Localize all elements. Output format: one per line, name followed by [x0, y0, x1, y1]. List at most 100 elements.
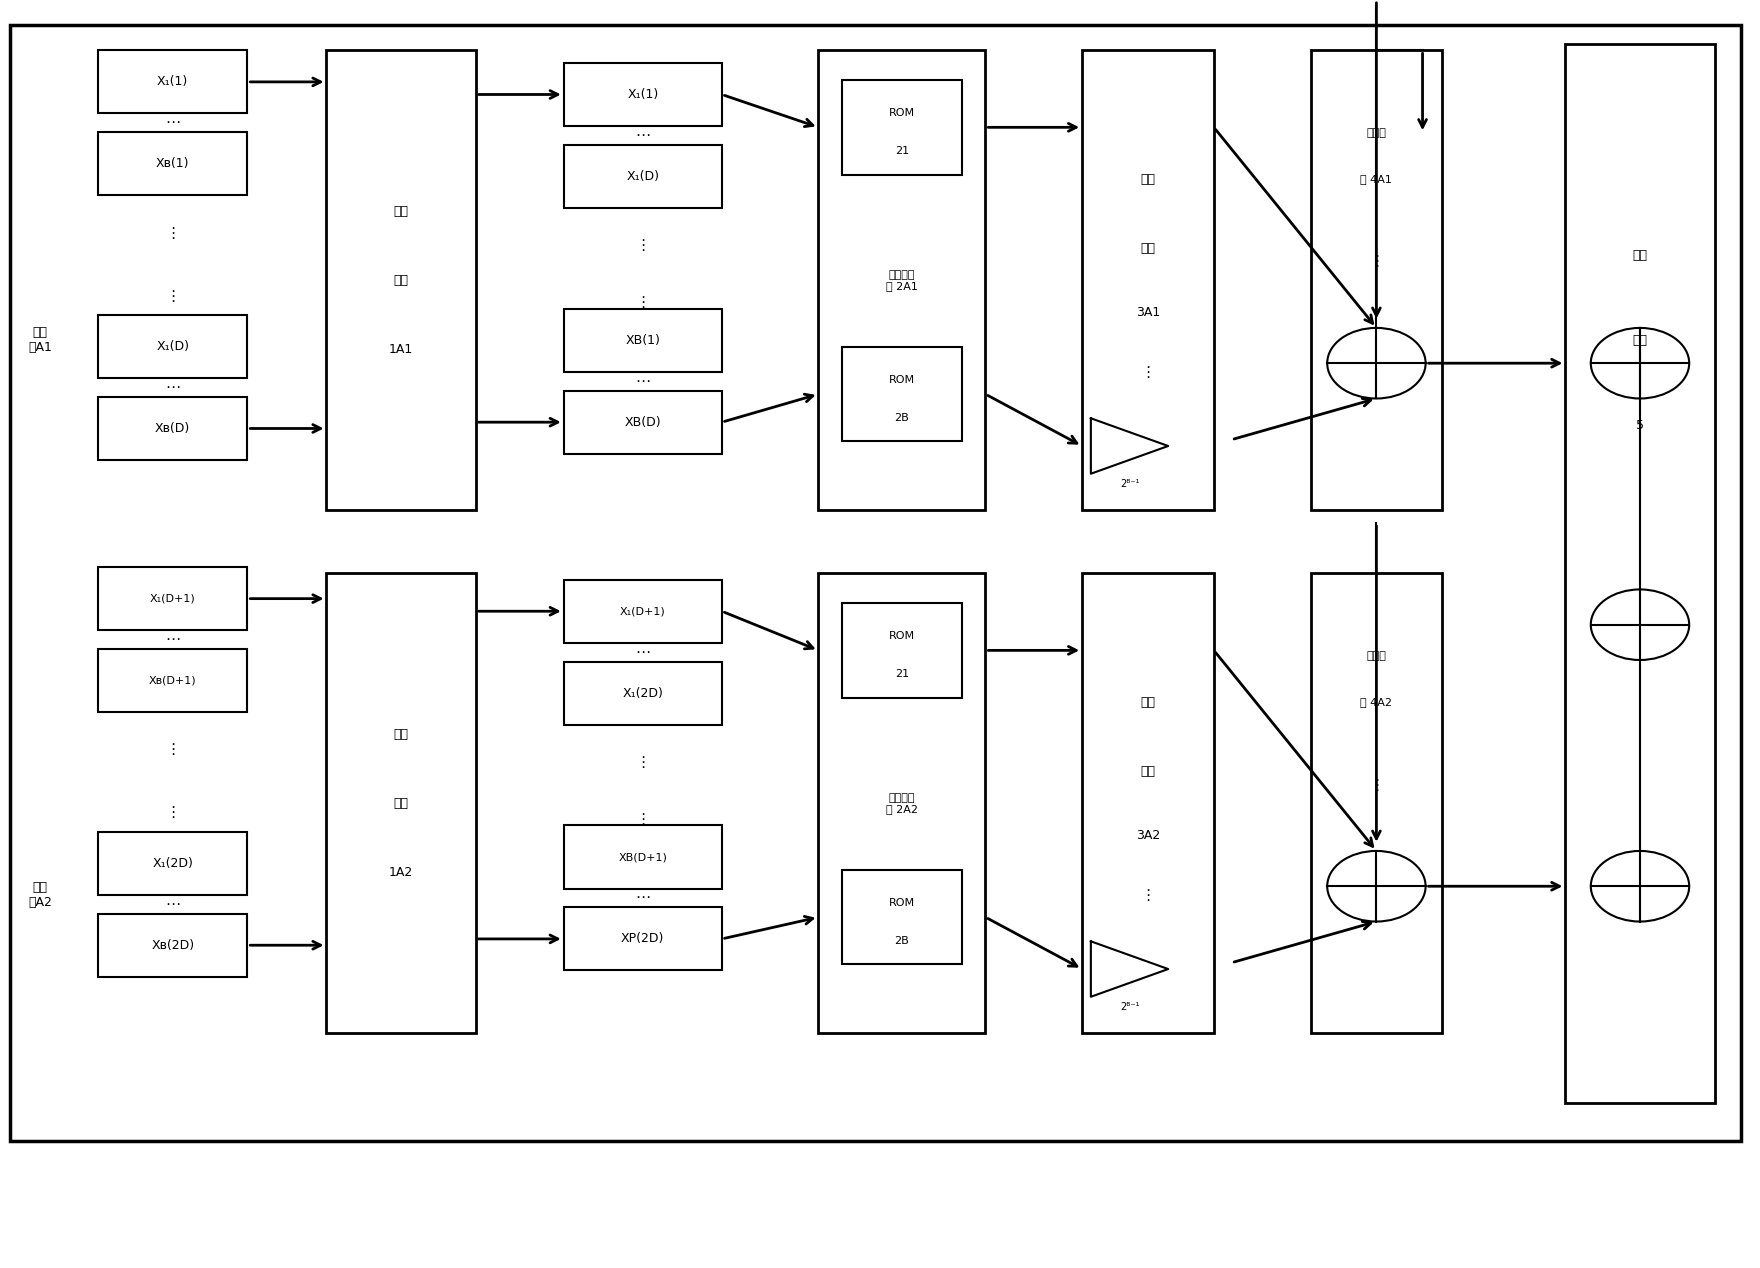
Text: X₁(D+1): X₁(D+1)	[150, 593, 195, 604]
Bar	[1311, 573, 1441, 1033]
Text: ⋮: ⋮	[1369, 255, 1383, 270]
Text: Xʙ(D): Xʙ(D)	[155, 422, 190, 435]
Text: 21: 21	[894, 146, 908, 156]
Bar	[563, 908, 722, 970]
Text: 模块: 模块	[1633, 333, 1647, 347]
Text: X₁(D): X₁(D)	[627, 170, 660, 183]
Text: 模块: 模块	[1140, 242, 1156, 255]
Text: 累加模: 累加模	[1366, 652, 1387, 661]
Bar	[563, 662, 722, 725]
Text: X₁(2D): X₁(2D)	[153, 857, 194, 870]
Bar	[1082, 573, 1214, 1033]
Bar	[99, 914, 248, 976]
Text: ⋯: ⋯	[165, 115, 180, 131]
Text: 21: 21	[894, 670, 908, 678]
Text: 3A2: 3A2	[1135, 829, 1160, 842]
Text: 转置: 转置	[394, 205, 408, 218]
Text: ⋮: ⋮	[635, 754, 651, 770]
Text: ⋯: ⋯	[165, 380, 180, 396]
Text: X₁(D+1): X₁(D+1)	[620, 606, 665, 616]
Bar	[563, 145, 722, 208]
Text: 2ᴮ⁻¹: 2ᴮ⁻¹	[1119, 479, 1139, 488]
Text: 2B: 2B	[894, 413, 910, 422]
Bar	[563, 308, 722, 372]
Text: ⋯: ⋯	[635, 374, 651, 389]
Bar	[326, 51, 475, 511]
Text: ⋯: ⋯	[635, 644, 651, 659]
Text: 转置: 转置	[394, 728, 408, 741]
Text: XB(D+1): XB(D+1)	[618, 852, 667, 862]
Text: 1A1: 1A1	[389, 342, 414, 356]
Text: Xʙ(1): Xʙ(1)	[157, 157, 190, 170]
Text: ⋮: ⋮	[165, 742, 180, 757]
Text: XB(1): XB(1)	[625, 333, 660, 346]
Bar	[99, 51, 248, 113]
Text: ⋮: ⋮	[165, 289, 180, 303]
Text: ⋯: ⋯	[165, 631, 180, 647]
Text: X₁(1): X₁(1)	[157, 75, 188, 89]
Bar	[99, 314, 248, 378]
Polygon shape	[1091, 941, 1169, 997]
Text: Xʙ(D+1): Xʙ(D+1)	[150, 676, 197, 686]
Bar	[563, 63, 722, 126]
Text: 波束
组A2: 波束 组A2	[28, 881, 53, 909]
Text: XB(D): XB(D)	[625, 416, 662, 429]
Bar	[563, 391, 722, 454]
Bar	[1082, 51, 1214, 511]
Text: X₁(2D): X₁(2D)	[623, 687, 664, 700]
Text: ⋮: ⋮	[635, 295, 651, 309]
Text: 模块: 模块	[394, 274, 408, 287]
Bar	[1311, 51, 1441, 511]
Bar	[99, 132, 248, 195]
Text: ⋮: ⋮	[1369, 777, 1383, 792]
Bar	[841, 604, 963, 697]
Text: ⋯: ⋯	[635, 128, 651, 143]
Bar	[841, 347, 963, 441]
Bar	[326, 573, 475, 1033]
Bar	[11, 25, 1741, 1141]
Text: ROM: ROM	[889, 375, 915, 385]
Text: 块 4A2: 块 4A2	[1360, 697, 1392, 708]
Text: ⋮: ⋮	[1140, 888, 1156, 903]
Text: 块 4A1: 块 4A1	[1360, 174, 1392, 184]
Text: X₁(1): X₁(1)	[627, 87, 658, 101]
Text: 模块: 模块	[1140, 765, 1156, 777]
Text: ⋮: ⋮	[635, 812, 651, 827]
Text: ROM: ROM	[889, 898, 915, 908]
Text: Xʙ(2D): Xʙ(2D)	[151, 938, 194, 952]
Bar	[99, 567, 248, 630]
Text: 累加模: 累加模	[1366, 128, 1387, 138]
Text: 求和: 求和	[1633, 250, 1647, 262]
Bar	[1565, 44, 1714, 1103]
Text: 2ᴮ⁻¹: 2ᴮ⁻¹	[1119, 1002, 1139, 1012]
Bar	[99, 649, 248, 713]
Text: ⋮: ⋮	[165, 226, 180, 241]
Text: ROM: ROM	[889, 631, 915, 642]
Bar	[818, 51, 986, 511]
Text: 移位: 移位	[1140, 696, 1156, 709]
Text: X₁(D): X₁(D)	[157, 340, 190, 353]
Text: 查找表模
块 2A1: 查找表模 块 2A1	[885, 270, 919, 292]
Bar	[99, 832, 248, 895]
Text: 波束
组A1: 波束 组A1	[28, 326, 53, 354]
Text: ⋯: ⋯	[635, 890, 651, 905]
Text: XP(2D): XP(2D)	[621, 932, 665, 946]
Text: ⋯: ⋯	[165, 896, 180, 912]
Text: 3A1: 3A1	[1135, 306, 1160, 320]
Bar	[563, 825, 722, 889]
Text: 查找表模
块 2A2: 查找表模 块 2A2	[885, 792, 919, 814]
Bar	[818, 573, 986, 1033]
Text: 5: 5	[1637, 418, 1644, 431]
Text: ⋮: ⋮	[635, 238, 651, 254]
Text: 2B: 2B	[894, 936, 910, 946]
Text: 移位: 移位	[1140, 172, 1156, 185]
Polygon shape	[1091, 418, 1169, 474]
Text: 模块: 模块	[394, 796, 408, 810]
Text: ⋮: ⋮	[1140, 365, 1156, 380]
Bar	[99, 397, 248, 460]
Bar	[841, 80, 963, 175]
Text: ⋮: ⋮	[165, 805, 180, 820]
Text: ROM: ROM	[889, 108, 915, 118]
Text: 1A2: 1A2	[389, 866, 414, 879]
Bar	[563, 579, 722, 643]
